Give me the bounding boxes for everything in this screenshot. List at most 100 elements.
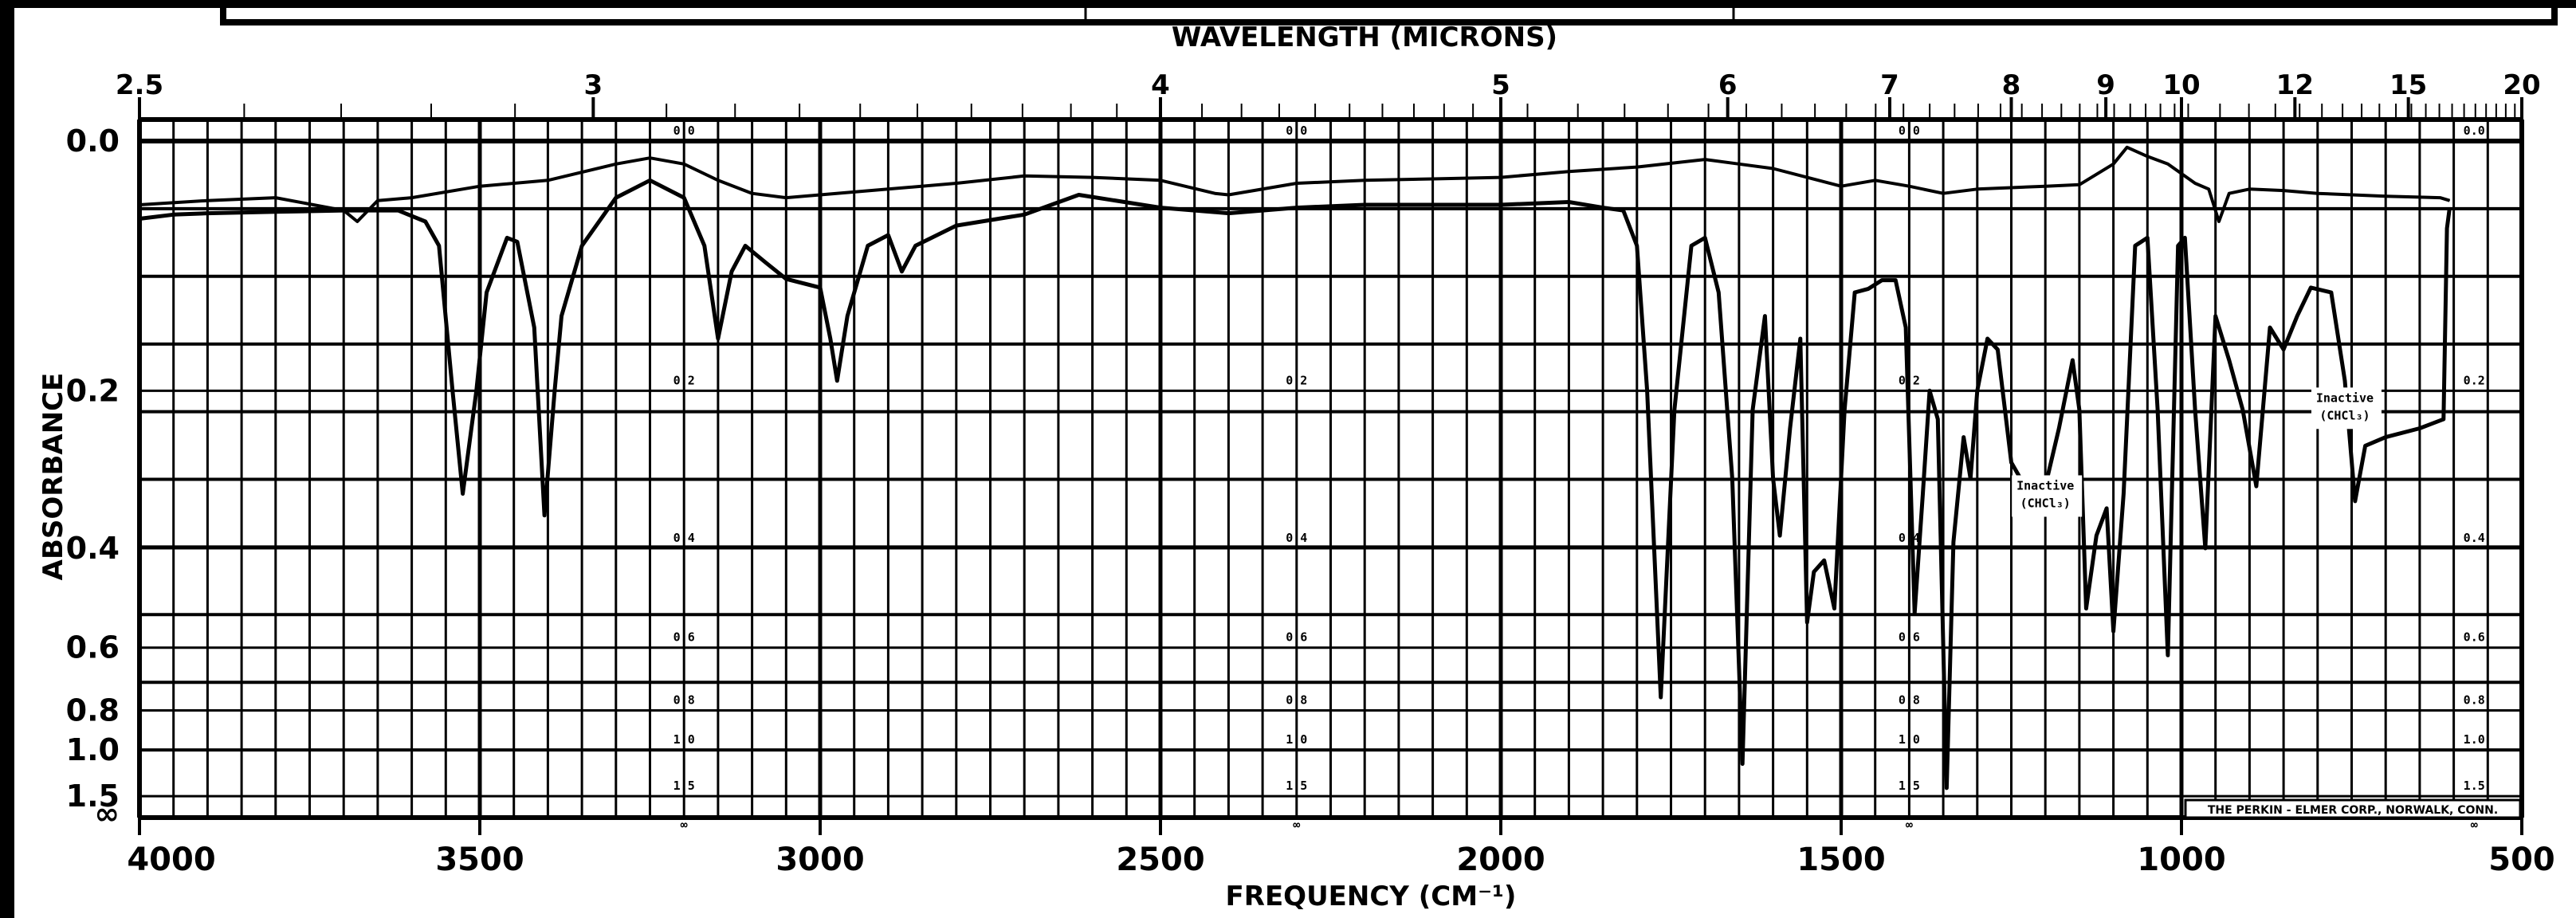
inner-scale-label: 1.5 <box>1899 779 1920 793</box>
absorbance-tick-label: 0.6 <box>66 630 120 665</box>
data-point <box>2194 182 2196 184</box>
data-point <box>2177 245 2179 246</box>
data-point <box>1953 541 1954 543</box>
data-point <box>1092 177 1094 178</box>
data-point <box>704 245 705 246</box>
data-point <box>1227 194 1229 196</box>
data-point <box>2365 445 2366 446</box>
data-point <box>2011 186 2012 188</box>
data-point <box>1731 477 1733 479</box>
data-point <box>1969 477 1971 479</box>
frequency-tick-label: 1500 <box>1797 842 1885 878</box>
micron-tick-label: 5 <box>1491 69 1510 101</box>
data-point <box>2344 380 2346 382</box>
micron-tick-label: 8 <box>2002 69 2021 101</box>
data-point <box>581 245 583 246</box>
data-point <box>2146 155 2148 157</box>
data-point <box>1500 177 1502 178</box>
micron-tick-label: 12 <box>2276 69 2314 101</box>
annotation-sublabel: (CHCl₃) <box>2020 496 2071 510</box>
data-point <box>2354 500 2356 502</box>
data-point <box>1227 213 1229 214</box>
micron-tick-label: 3 <box>583 69 603 101</box>
data-point <box>1160 179 1161 181</box>
data-point <box>2283 190 2284 191</box>
data-point <box>476 390 477 391</box>
inner-scale-label: 0.6 <box>2464 630 2485 645</box>
data-point <box>867 245 869 246</box>
data-point <box>139 218 140 220</box>
header-frame <box>220 0 2558 26</box>
data-point <box>438 245 440 246</box>
micron-tick-label: 4 <box>1151 69 1170 101</box>
data-point <box>887 188 889 190</box>
data-point <box>830 338 831 339</box>
data-point <box>1946 787 1947 789</box>
manufacturer-footer: THE PERKIN - ELMER CORP., NORWALK, CONN. <box>2208 804 2498 817</box>
data-point <box>1160 207 1161 209</box>
inner-scale-label: 1.5 <box>2464 779 2485 793</box>
absorbance-tick-label: ∞ <box>94 796 120 831</box>
annotation-sublabel: (CHCl₃) <box>2319 408 2370 422</box>
inner-scale-label: 0.0 <box>1286 124 1307 138</box>
data-point <box>887 234 889 236</box>
inner-scale-label: 0.0 <box>1899 124 1920 138</box>
micron-tick-label: 2.5 <box>116 69 163 101</box>
data-point <box>398 210 399 211</box>
data-point <box>1704 237 1706 238</box>
data-point <box>1623 210 1624 211</box>
spectrum-trace-solvent-baseline <box>139 145 2451 223</box>
data-point <box>1806 177 1808 178</box>
data-point <box>717 338 719 339</box>
data-point <box>544 515 545 516</box>
data-point <box>2167 163 2169 165</box>
annotation-label: Inactive <box>2016 478 2074 492</box>
inner-scale-label: 1.0 <box>1286 732 1307 747</box>
data-point <box>615 163 617 165</box>
data-point <box>836 380 838 382</box>
frequency-tick-label: 2000 <box>1456 842 1545 878</box>
data-point <box>356 221 358 222</box>
absorbance-tick-label: 0.8 <box>66 692 120 728</box>
data-point <box>915 245 917 246</box>
data-point <box>1602 207 1604 209</box>
data-point <box>554 390 556 391</box>
data-point <box>731 271 732 273</box>
data-point <box>2448 200 2450 202</box>
inner-scale-label: 1.0 <box>2464 732 2485 747</box>
data-point <box>2071 359 2073 361</box>
inner-scale-label: 0.4 <box>1899 531 1920 545</box>
data-point <box>683 163 685 165</box>
data-point <box>1690 245 1692 246</box>
frequency-tick-label: 3500 <box>435 842 524 878</box>
absorbance-axis-title: ABSORBANCE <box>37 373 69 581</box>
data-point <box>425 221 426 222</box>
data-point <box>275 211 277 213</box>
data-point <box>1296 182 1298 184</box>
data-point <box>2448 207 2450 209</box>
inner-scale-label: 0.0 <box>2464 124 2485 138</box>
data-point <box>1997 349 1998 351</box>
data-point <box>1432 178 1434 179</box>
inner-scale-label: 0.8 <box>2464 692 2485 707</box>
absorbance-tick-label: 1.0 <box>66 732 120 767</box>
inner-scale-label: 1.0 <box>1899 732 1920 747</box>
top-black-edge <box>0 0 2576 8</box>
annotation-box <box>2012 475 2083 517</box>
data-point <box>516 241 518 242</box>
data-point <box>1987 338 1989 339</box>
data-point <box>2058 427 2060 429</box>
data-point <box>2113 630 2115 632</box>
data-point <box>173 214 175 215</box>
inner-scale-infinity: ∞ <box>1906 818 1913 832</box>
inner-scale-label: 0.4 <box>2464 531 2485 545</box>
data-point <box>2218 221 2220 222</box>
inner-scale-infinity: ∞ <box>681 818 688 832</box>
data-point <box>2011 461 2012 463</box>
inner-scale-label: 0.8 <box>673 692 695 707</box>
data-point <box>2113 163 2115 165</box>
data-point <box>377 200 379 202</box>
inner-scale-label: 0.8 <box>1286 692 1307 707</box>
data-point <box>2146 237 2148 238</box>
footer-box <box>2184 798 2522 819</box>
